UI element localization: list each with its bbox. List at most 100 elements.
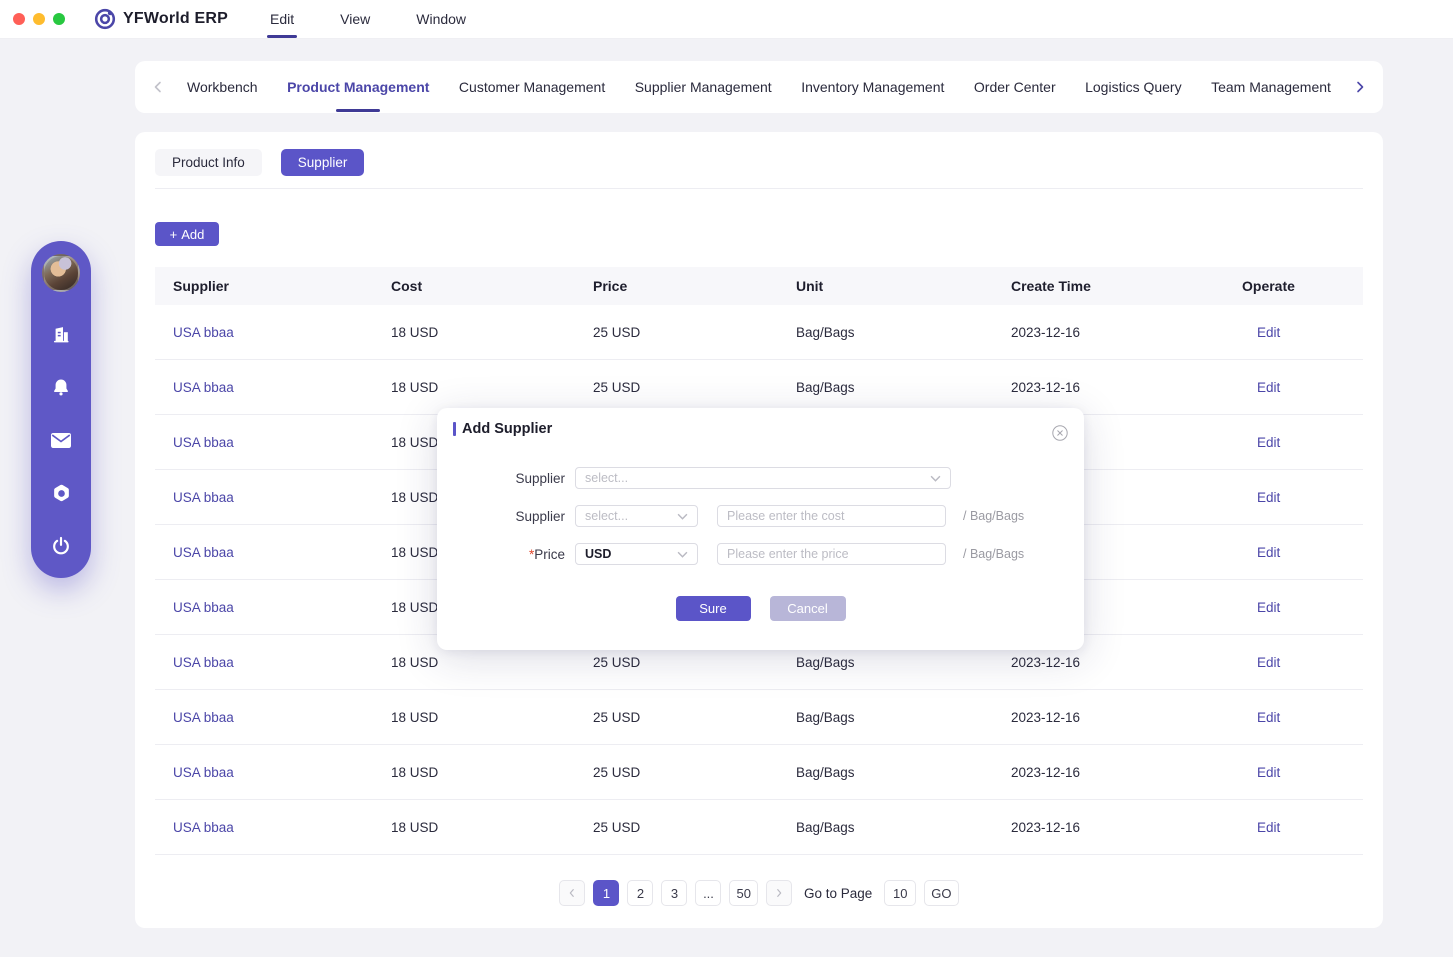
edit-link[interactable]: Edit xyxy=(1257,599,1281,615)
nav-tab-label: Workbench xyxy=(187,79,258,95)
cell-create-time: 2023-12-16 xyxy=(1011,654,1081,670)
subtab[interactable]: Supplier xyxy=(280,149,365,176)
subtab-bar: Product Info Supplier xyxy=(155,149,1363,176)
edit-link[interactable]: Edit xyxy=(1257,434,1281,450)
cell-supplier[interactable]: USA bbaa xyxy=(173,379,234,395)
price-currency-select[interactable]: USD xyxy=(575,543,698,565)
cell-supplier[interactable]: USA bbaa xyxy=(173,599,234,615)
menu-item[interactable]: View xyxy=(340,0,370,39)
sidebar-item-logout[interactable] xyxy=(50,535,72,557)
modal-actions: Sure Cancel xyxy=(453,596,1068,621)
cell-supplier[interactable]: USA bbaa xyxy=(173,544,234,560)
menu-item-label: Window xyxy=(416,11,467,27)
form-row-supplier: Supplier select... xyxy=(453,467,1068,489)
page-number-button[interactable]: 50 xyxy=(729,880,758,906)
sure-button[interactable]: Sure xyxy=(675,596,751,621)
cell-supplier[interactable]: USA bbaa xyxy=(173,434,234,450)
cell-supplier[interactable]: USA bbaa xyxy=(173,654,234,670)
cell-supplier[interactable]: USA bbaa xyxy=(173,764,234,780)
table-header-row: Supplier Cost Price Unit Create Time Ope… xyxy=(155,267,1363,305)
sidebar-item-settings[interactable] xyxy=(50,482,72,504)
supplier-table: Supplier Cost Price Unit Create Time Ope… xyxy=(155,267,1363,855)
add-supplier-button[interactable]: + Add xyxy=(155,222,219,246)
cost-select-placeholder: select... xyxy=(585,509,629,523)
nav-tab-label: Customer Management xyxy=(458,79,606,95)
edit-link[interactable]: Edit xyxy=(1257,709,1281,725)
edit-link[interactable]: Edit xyxy=(1257,379,1281,395)
logo-icon xyxy=(94,8,116,30)
form-row-cost: Supplier select... / Bag/Bags xyxy=(453,505,1068,527)
table-row: USA bbaa 18 USD 25 USD Bag/Bags 2023-12-… xyxy=(155,690,1363,745)
go-button[interactable]: GO xyxy=(924,880,959,906)
cell-unit: Bag/Bags xyxy=(796,324,855,340)
cell-unit: Bag/Bags xyxy=(796,764,855,780)
page-number-button[interactable]: 3 xyxy=(661,880,688,906)
page-number-label: 3 xyxy=(670,885,679,901)
subtab-label: Supplier xyxy=(297,155,348,170)
supplier-select[interactable]: select... xyxy=(575,467,951,489)
nav-scroll-right-button[interactable] xyxy=(1353,80,1367,94)
nav-tab[interactable]: Supplier Management xyxy=(635,61,772,113)
prev-page-button[interactable] xyxy=(559,880,586,906)
cost-unit-suffix: / Bag/Bags xyxy=(963,509,1025,523)
menu-item[interactable]: Edit xyxy=(270,0,294,39)
cancel-button[interactable]: Cancel xyxy=(769,596,846,621)
page-number-button[interactable]: ... xyxy=(695,880,722,906)
nav-tab-label: Logistics Query xyxy=(1085,79,1182,95)
nav-tab[interactable]: Inventory Management xyxy=(801,61,944,113)
nav-tab[interactable]: Customer Management xyxy=(459,61,605,113)
cell-create-time: 2023-12-16 xyxy=(1011,709,1081,725)
sidebar-item-company[interactable] xyxy=(50,323,72,345)
nav-tab[interactable]: Order Center xyxy=(974,61,1056,113)
next-page-button[interactable] xyxy=(765,880,792,906)
edit-link[interactable]: Edit xyxy=(1257,819,1281,835)
nav-tab[interactable]: Workbench xyxy=(187,61,258,113)
minimize-window-button[interactable] xyxy=(33,13,45,25)
sidebar-item-messages[interactable] xyxy=(50,429,72,451)
edit-link[interactable]: Edit xyxy=(1257,654,1281,670)
table-row: USA bbaa 18 USD 25 USD Bag/Bags 2023-12-… xyxy=(155,745,1363,800)
cell-supplier[interactable]: USA bbaa xyxy=(173,709,234,725)
gear-icon xyxy=(53,484,69,501)
nav-tab-label: Supplier Management xyxy=(634,79,772,95)
nav-tab[interactable]: Logistics Query xyxy=(1085,61,1181,113)
page-number-label: 1 xyxy=(602,885,611,901)
goto-page-input[interactable] xyxy=(884,880,917,906)
page-number-button[interactable]: 1 xyxy=(593,880,620,906)
cost-currency-select[interactable]: select... xyxy=(575,505,698,527)
page-number-button[interactable]: 2 xyxy=(627,880,654,906)
close-window-button[interactable] xyxy=(13,13,25,25)
cell-cost: 18 USD xyxy=(391,819,439,835)
cell-supplier[interactable]: USA bbaa xyxy=(173,324,234,340)
edit-link[interactable]: Edit xyxy=(1257,489,1281,505)
nav-tab[interactable]: Team Management xyxy=(1211,61,1331,113)
nav-scroll-left-button[interactable] xyxy=(151,80,165,94)
nav-tab-label: Team Management xyxy=(1211,79,1331,95)
cell-supplier[interactable]: USA bbaa xyxy=(173,489,234,505)
add-button-label: Add xyxy=(181,226,205,242)
goto-page-label: Go to Page xyxy=(803,885,873,901)
sidebar-item-notifications[interactable] xyxy=(50,376,72,398)
price-input[interactable] xyxy=(717,543,946,565)
edit-link[interactable]: Edit xyxy=(1257,764,1281,780)
cell-price: 25 USD xyxy=(593,819,641,835)
cell-cost: 18 USD xyxy=(391,654,439,670)
menubar: Edit View Window xyxy=(270,0,466,39)
edit-link[interactable]: Edit xyxy=(1257,324,1281,340)
chevron-down-icon xyxy=(677,513,688,520)
cell-supplier[interactable]: USA bbaa xyxy=(173,819,234,835)
menu-item[interactable]: Window xyxy=(416,0,466,39)
subtab[interactable]: Product Info xyxy=(155,149,262,176)
cell-price: 25 USD xyxy=(593,709,641,725)
cell-cost: 18 USD xyxy=(391,489,439,505)
zoom-window-button[interactable] xyxy=(53,13,65,25)
edit-link[interactable]: Edit xyxy=(1257,544,1281,560)
nav-tab[interactable]: Product Management xyxy=(287,61,429,113)
user-avatar[interactable] xyxy=(42,254,80,292)
cell-create-time: 2023-12-16 xyxy=(1011,324,1081,340)
price-field-label: *Price xyxy=(528,546,565,562)
nav-tab-label: Product Management xyxy=(287,79,430,95)
modal-close-button[interactable] xyxy=(1051,424,1069,442)
cost-input[interactable] xyxy=(717,505,946,527)
column-header-cost: Cost xyxy=(391,278,423,294)
